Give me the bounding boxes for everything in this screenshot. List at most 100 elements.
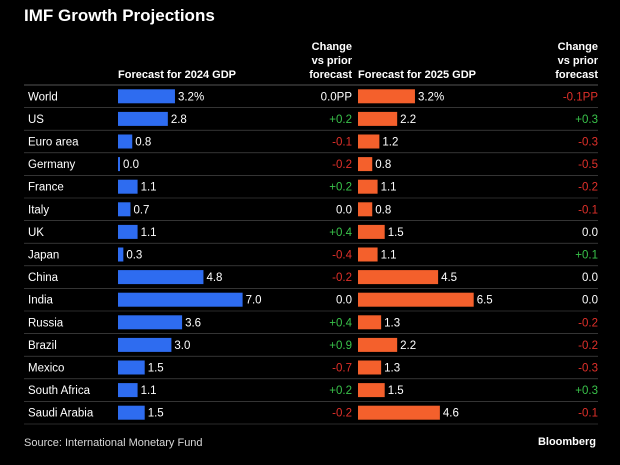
- row-label-japan: Japan: [28, 250, 59, 262]
- change-2024-france: +0.2: [329, 182, 352, 194]
- change-2025-china: 0.0: [582, 272, 598, 284]
- row-label-mexico: Mexico: [28, 363, 64, 375]
- row-label-india: India: [28, 295, 54, 307]
- value-label-2024-russia: 3.6: [185, 317, 201, 329]
- change-2025-brazil: -0.2: [578, 340, 598, 352]
- value-label-2024-world: 3.2%: [178, 91, 204, 103]
- bar-2025-south-africa: [358, 383, 385, 398]
- header-forecast-2024: Forecast for 2024 GDP: [118, 69, 236, 81]
- bar-2025-japan: [358, 247, 378, 262]
- value-label-2024-euro-area: 0.8: [135, 137, 151, 149]
- bar-2024-brazil: [118, 337, 172, 352]
- value-label-2025-russia: 1.3: [384, 317, 400, 329]
- bar-2025-russia: [358, 315, 382, 330]
- value-label-2025-china: 4.5: [441, 272, 457, 284]
- value-label-2025-japan: 1.1: [381, 250, 397, 262]
- change-2024-saudi-arabia: -0.2: [332, 408, 352, 420]
- header-change-2024-line-3: forecast: [309, 69, 352, 81]
- change-2024-world: 0.0PP: [321, 91, 353, 103]
- bar-2024-saudi-arabia: [118, 405, 145, 420]
- value-label-2024-us: 2.8: [171, 114, 187, 126]
- change-2024-germany: -0.2: [332, 159, 352, 171]
- value-label-2025-brazil: 2.2: [400, 340, 416, 352]
- bar-2025-china: [358, 270, 439, 285]
- header-forecast-2025: Forecast for 2025 GDP: [358, 69, 476, 81]
- bar-2025-mexico: [358, 360, 382, 375]
- change-2024-mexico: -0.7: [332, 363, 352, 375]
- value-label-2024-france: 1.1: [141, 182, 157, 194]
- change-2025-italy: -0.1: [578, 204, 598, 216]
- bar-2025-euro-area: [358, 134, 380, 149]
- row-label-uk: UK: [28, 227, 44, 239]
- bar-2025-germany: [358, 157, 373, 172]
- header-change-2024-line-2: vs prior: [311, 55, 352, 67]
- bar-2024-south-africa: [118, 383, 138, 398]
- row-label-world: World: [28, 91, 58, 103]
- row-label-brazil: Brazil: [28, 340, 57, 352]
- value-label-2024-china: 4.8: [206, 272, 222, 284]
- bar-2024-germany: [118, 157, 120, 172]
- change-2025-south-africa: +0.3: [575, 385, 598, 397]
- change-2025-uk: 0.0: [582, 227, 598, 239]
- value-label-2025-saudi-arabia: 4.6: [443, 408, 459, 420]
- change-2025-france: -0.2: [578, 182, 598, 194]
- row-label-italy: Italy: [28, 204, 49, 216]
- bar-2024-france: [118, 179, 138, 194]
- bar-2025-india: [358, 292, 474, 307]
- bar-2024-japan: [118, 247, 124, 262]
- bar-2024-italy: [118, 202, 131, 217]
- bar-2024-russia: [118, 315, 183, 330]
- change-2025-us: +0.3: [575, 114, 598, 126]
- value-label-2024-south-africa: 1.1: [141, 385, 157, 397]
- row-label-russia: Russia: [28, 317, 64, 329]
- bar-2024-china: [118, 270, 204, 285]
- change-2024-india: 0.0: [336, 295, 352, 307]
- value-label-2025-italy: 0.8: [375, 204, 391, 216]
- chart-title: IMF Growth Projections: [24, 6, 215, 25]
- value-label-2025-euro-area: 1.2: [382, 137, 398, 149]
- bar-2025-uk: [358, 224, 385, 239]
- header-change-2024-line-1: Change: [311, 41, 352, 53]
- bar-2024-mexico: [118, 360, 145, 375]
- bar-2024-india: [118, 292, 243, 307]
- change-2025-saudi-arabia: -0.1: [578, 408, 598, 420]
- bar-2024-euro-area: [118, 134, 133, 149]
- bar-2025-france: [358, 179, 378, 194]
- value-label-2024-mexico: 1.5: [148, 363, 164, 375]
- header-change-2025: Change vs prior forecast: [538, 40, 598, 82]
- change-2025-russia: -0.2: [578, 317, 598, 329]
- change-2024-russia: +0.4: [329, 317, 352, 329]
- bar-2024-uk: [118, 224, 138, 239]
- row-label-south-africa: South Africa: [28, 385, 91, 397]
- header-change-2025-line-1: Change: [557, 41, 598, 53]
- change-2025-euro-area: -0.3: [578, 137, 598, 149]
- bar-2024-world: [118, 89, 175, 104]
- change-2025-japan: +0.1: [575, 250, 598, 262]
- value-label-2024-saudi-arabia: 1.5: [148, 408, 164, 420]
- bar-2025-world: [358, 89, 415, 104]
- value-label-2025-south-africa: 1.5: [388, 385, 404, 397]
- change-2024-china: -0.2: [332, 272, 352, 284]
- row-label-france: France: [28, 182, 64, 194]
- value-label-2025-germany: 0.8: [375, 159, 391, 171]
- header-change-2024: Change vs prior forecast: [292, 40, 352, 82]
- value-label-2025-world: 3.2%: [418, 91, 444, 103]
- source-note: Source: International Monetary Fund: [24, 437, 203, 449]
- change-2024-south-africa: +0.2: [329, 385, 352, 397]
- value-label-2024-brazil: 3.0: [174, 340, 190, 352]
- value-label-2025-uk: 1.5: [388, 227, 404, 239]
- row-label-euro-area: Euro area: [28, 137, 79, 149]
- row-label-china: China: [28, 272, 59, 284]
- value-label-2025-mexico: 1.3: [384, 363, 400, 375]
- value-label-2025-us: 2.2: [400, 114, 416, 126]
- bar-2025-brazil: [358, 337, 398, 352]
- row-label-us: US: [28, 114, 44, 126]
- bar-2025-italy: [358, 202, 373, 217]
- header-change-2025-line-2: vs prior: [557, 55, 598, 67]
- value-label-2024-india: 7.0: [246, 295, 262, 307]
- bar-2025-saudi-arabia: [358, 405, 440, 420]
- value-label-2024-japan: 0.3: [126, 250, 142, 262]
- value-label-2024-italy: 0.7: [133, 204, 149, 216]
- change-2024-euro-area: -0.1: [332, 137, 352, 149]
